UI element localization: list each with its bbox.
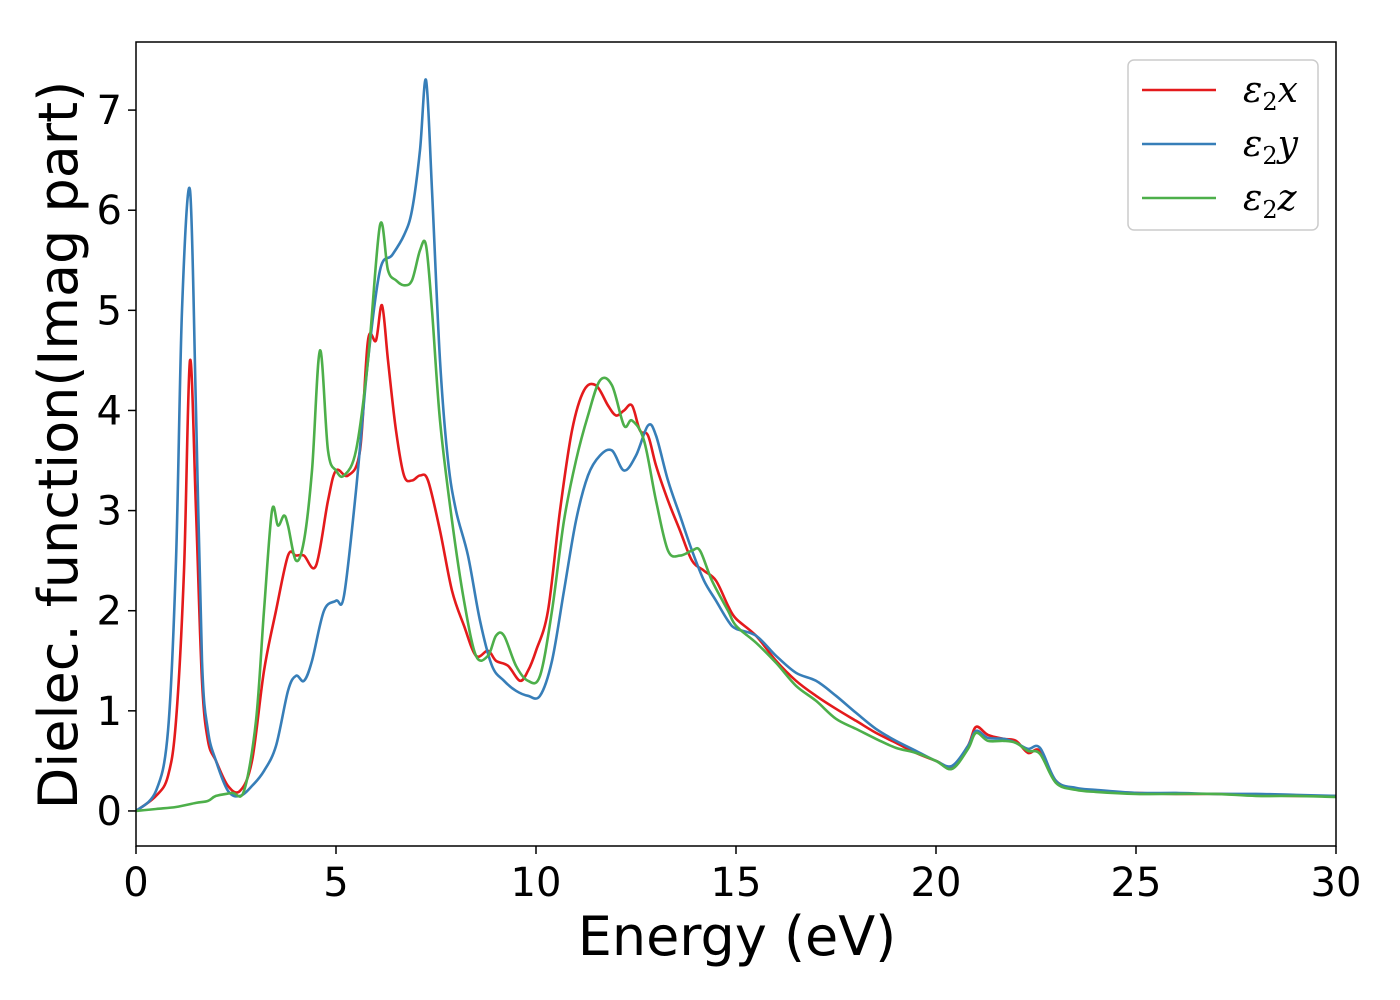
y-axis-label: Dielec. function(Imag part) [27,81,90,810]
y-tick-label: 0 [97,789,122,835]
y-tick-label: 4 [97,388,122,434]
legend-label-eps2x: ε2x [1243,70,1298,116]
axis-ticks: 0 5 10 15 20 25 30 0 1 2 3 4 5 6 7 [97,88,1362,906]
x-tick-label: 10 [511,860,562,906]
x-tick-label: 5 [323,860,348,906]
x-tick-label: 20 [911,860,962,906]
legend: ε2x ε2y ε2z [1127,59,1319,231]
y-tick-label: 1 [97,689,122,735]
x-tick-label: 0 [123,860,148,906]
legend-label-eps2y: ε2y [1243,124,1299,170]
y-tick-label: 2 [97,589,122,635]
legend-box [1127,59,1319,231]
series-line-eps2y [136,78,1336,812]
y-tick-label: 3 [97,489,122,535]
plot-frame [135,41,1337,847]
plot-series [136,78,1336,813]
x-tick-label: 25 [1111,860,1162,906]
x-tick-label: 30 [1311,860,1362,906]
x-axis-label: Energy (eV) [578,905,897,968]
y-tick-label: 6 [97,188,122,234]
y-tick-label: 5 [97,288,122,334]
y-tick-label: 7 [97,88,122,134]
series-line-eps2z [136,221,1336,813]
legend-label-eps2z: ε2z [1243,178,1298,224]
x-tick-label: 15 [711,860,762,906]
